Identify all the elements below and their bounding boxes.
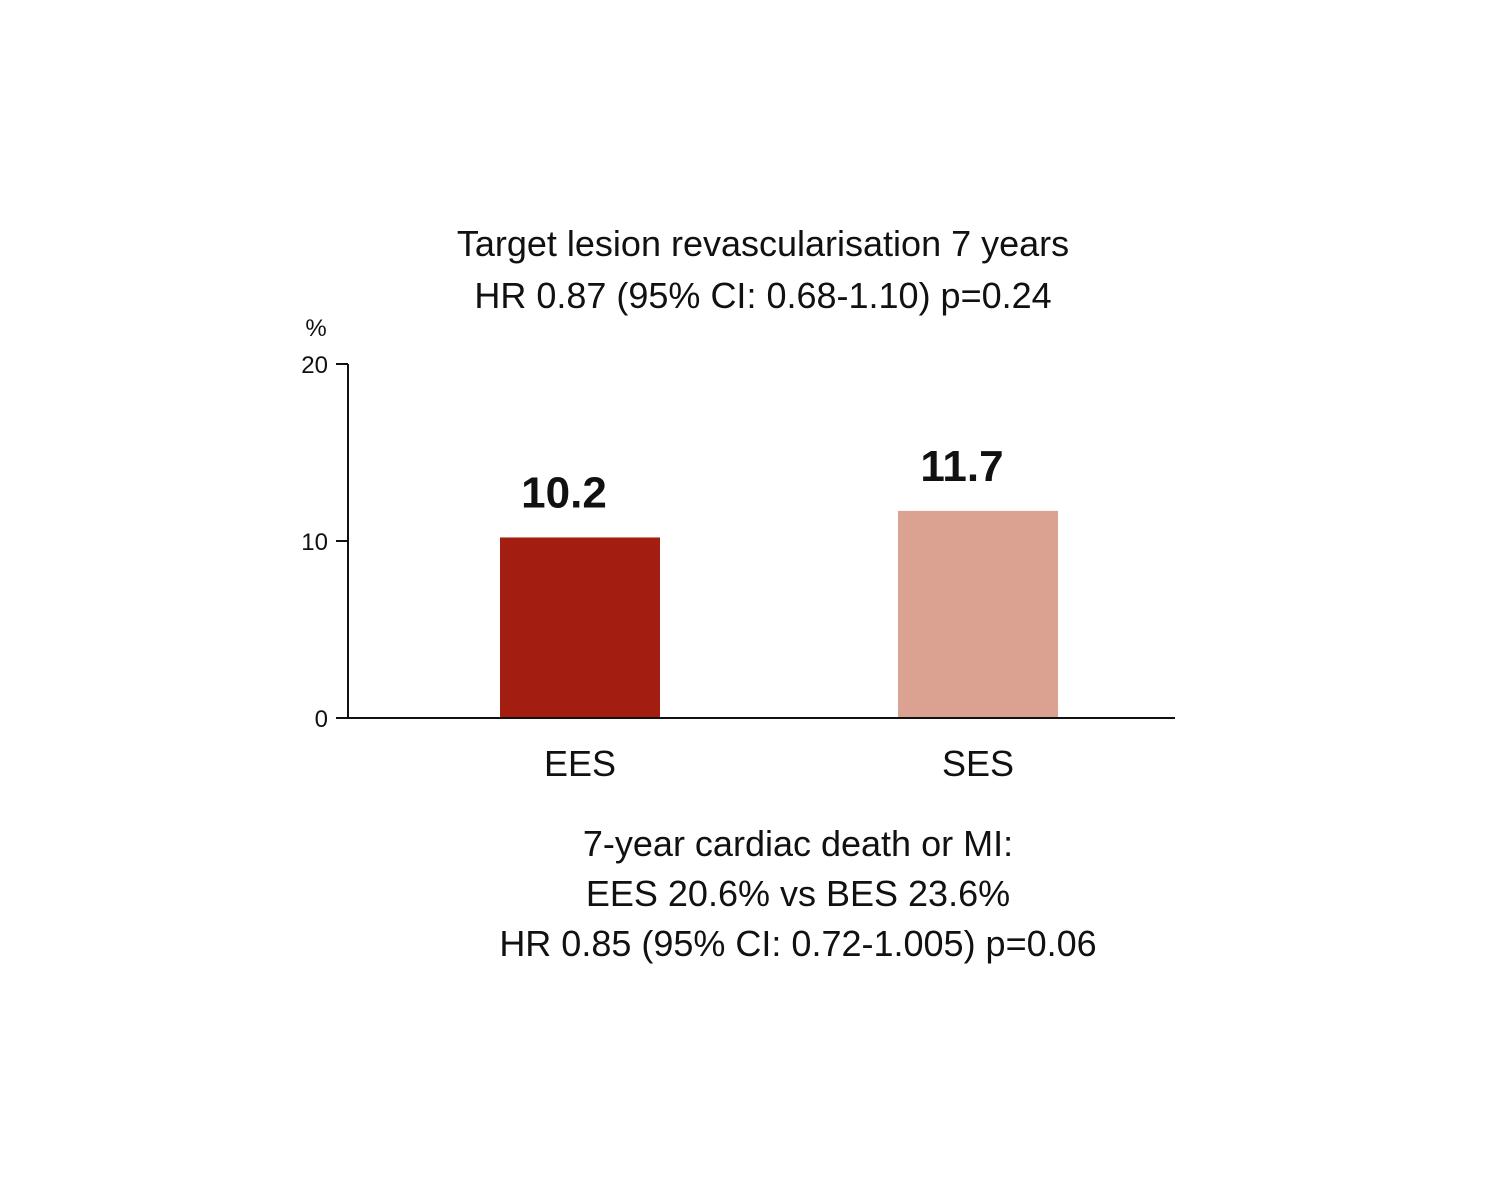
bars [500, 510, 1058, 718]
annotation-line-3: HR 0.85 (95% CI: 0.72-1.005) p=0.06 [499, 923, 1096, 964]
y-tick-label: 0 [315, 706, 328, 733]
category-label: SES [942, 743, 1014, 784]
chart-title: Target lesion revascularisation 7 years [457, 223, 1069, 264]
y-tick-label: 20 [301, 352, 328, 379]
chart-subtitle: HR 0.87 (95% CI: 0.68-1.10) p=0.24 [474, 275, 1051, 316]
bar-ses [898, 510, 1058, 718]
category-labels: EES SES [544, 743, 1014, 784]
annotation-line-1: 7-year cardiac death or MI: [583, 823, 1013, 864]
bar-ees [500, 537, 660, 718]
category-label: EES [544, 743, 616, 784]
bar-value-label: 10.2 [521, 468, 607, 517]
y-tick-label: 10 [301, 529, 328, 556]
bar-value-labels: 10.2 11.7 [521, 442, 1003, 518]
annotation-line-2: EES 20.6% vs BES 23.6% [586, 873, 1010, 914]
bar-value-label: 11.7 [920, 442, 1003, 491]
y-axis-ticks: 0 10 20 [301, 352, 348, 733]
y-axis-unit-label: % [305, 315, 326, 342]
annotation-block: 7-year cardiac death or MI: EES 20.6% vs… [499, 823, 1096, 964]
